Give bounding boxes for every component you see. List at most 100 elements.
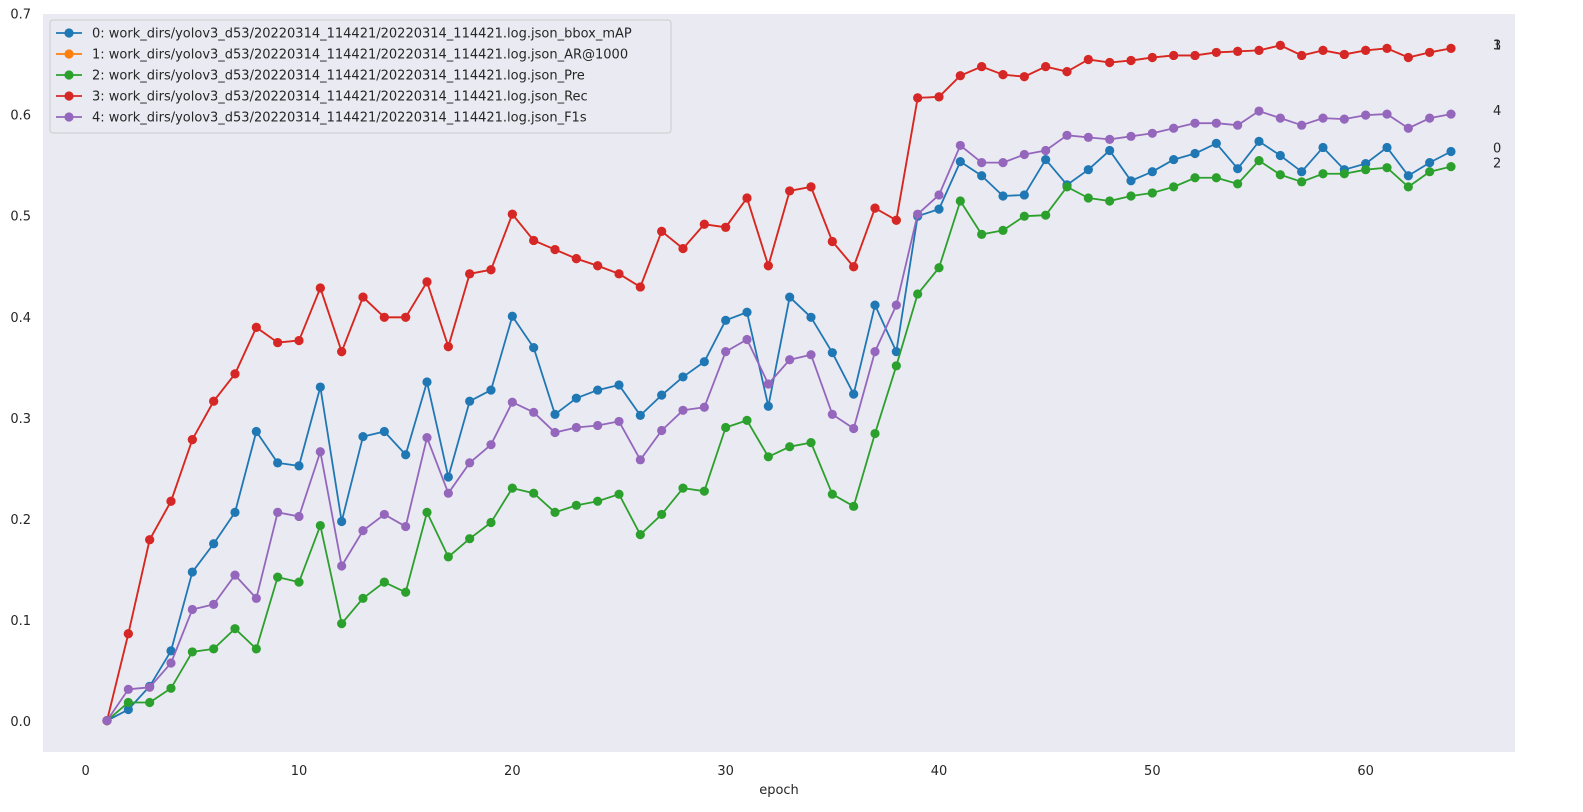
data-point — [486, 517, 496, 528]
data-point — [507, 209, 517, 219]
legend-label: 3: work_dirs/yolov3_d53/20220314_114421/… — [92, 90, 588, 105]
data-point — [614, 269, 624, 279]
data-point — [763, 401, 773, 411]
data-point — [529, 407, 539, 417]
data-point — [273, 458, 283, 468]
y-tick-label: 0.4 — [10, 311, 31, 326]
data-point — [891, 361, 901, 371]
data-point — [1403, 123, 1413, 133]
data-point — [955, 71, 965, 81]
data-point — [763, 261, 773, 271]
data-point — [550, 409, 560, 419]
data-point — [315, 283, 325, 293]
data-point — [465, 534, 475, 544]
y-tick-label: 0.5 — [10, 210, 31, 225]
data-point — [401, 521, 411, 532]
data-point — [721, 422, 731, 433]
data-point — [251, 593, 261, 603]
data-point — [1019, 72, 1029, 82]
data-point — [1233, 46, 1243, 57]
series-line — [106, 159, 1452, 722]
series-line — [106, 110, 1452, 722]
data-point — [1382, 142, 1392, 153]
series-end-label: 1 — [1493, 38, 1501, 53]
legend-item-2: 2: work_dirs/yolov3_d53/20220314_114421/… — [56, 69, 585, 84]
data-point — [699, 486, 709, 496]
data-point — [1190, 118, 1200, 128]
data-point — [635, 282, 645, 292]
data-point — [209, 644, 219, 654]
data-point — [1446, 43, 1456, 53]
data-point — [1126, 55, 1136, 66]
data-point — [1233, 164, 1243, 174]
data-point — [1275, 170, 1285, 180]
data-point — [315, 447, 325, 457]
legend-label: 1: work_dirs/yolov3_d53/20220314_114421/… — [92, 48, 628, 63]
legend-item-0: 0: work_dirs/yolov3_d53/20220314_114421/… — [56, 27, 632, 42]
data-point — [1126, 131, 1136, 141]
legend-marker — [64, 91, 74, 101]
data-point — [998, 158, 1008, 168]
data-point — [934, 204, 944, 214]
data-point — [251, 644, 261, 654]
data-point — [934, 92, 944, 102]
x-tick-label: 60 — [1357, 764, 1374, 779]
data-point — [806, 312, 816, 322]
x-tick-label: 10 — [291, 764, 308, 779]
data-point — [401, 450, 411, 460]
data-point — [465, 458, 475, 468]
data-point — [891, 215, 901, 225]
legend-marker — [64, 70, 74, 80]
data-point — [571, 254, 581, 264]
data-point — [1318, 142, 1328, 153]
x-axis-ticks: 0 10 20 30 40 50 60 — [82, 764, 1374, 779]
y-axis-ticks: 0.0 0.1 0.2 0.3 0.4 0.5 0.6 0.7 — [10, 8, 31, 731]
series-group — [102, 40, 1456, 726]
data-point — [1083, 132, 1093, 142]
data-point — [550, 507, 560, 518]
data-point — [1297, 167, 1307, 177]
data-point — [358, 526, 368, 536]
data-point — [1297, 50, 1307, 61]
data-point — [1361, 165, 1371, 175]
data-point — [1446, 162, 1456, 172]
data-point — [187, 647, 197, 657]
data-point — [379, 426, 389, 437]
data-point — [102, 716, 112, 726]
legend-label: 2: work_dirs/yolov3_d53/20220314_114421/… — [92, 69, 585, 84]
data-point — [379, 577, 389, 587]
data-point — [1019, 190, 1029, 200]
data-point — [145, 535, 155, 545]
data-point — [1254, 106, 1264, 116]
data-point — [209, 599, 219, 610]
data-point — [1062, 182, 1072, 192]
data-point — [294, 461, 304, 471]
data-point — [1126, 176, 1136, 186]
y-tick-label: 0.0 — [10, 715, 31, 730]
data-point — [209, 539, 219, 549]
data-point — [507, 483, 517, 493]
data-point — [422, 432, 432, 443]
data-point — [443, 472, 453, 482]
data-point — [1233, 179, 1243, 189]
data-point — [315, 520, 325, 531]
data-point — [827, 348, 837, 358]
data-point — [273, 507, 283, 518]
data-point — [358, 593, 368, 603]
data-point — [827, 409, 837, 419]
data-point — [294, 335, 304, 346]
data-point — [1403, 52, 1413, 63]
data-point — [123, 697, 133, 708]
data-point — [166, 646, 176, 656]
legend-marker — [64, 112, 74, 122]
data-point — [486, 265, 496, 275]
data-point — [593, 496, 603, 506]
data-point — [849, 423, 859, 434]
data-point — [934, 263, 944, 273]
data-point — [1361, 45, 1371, 55]
data-point — [1361, 110, 1371, 120]
data-point — [358, 431, 368, 442]
data-point — [230, 507, 240, 518]
